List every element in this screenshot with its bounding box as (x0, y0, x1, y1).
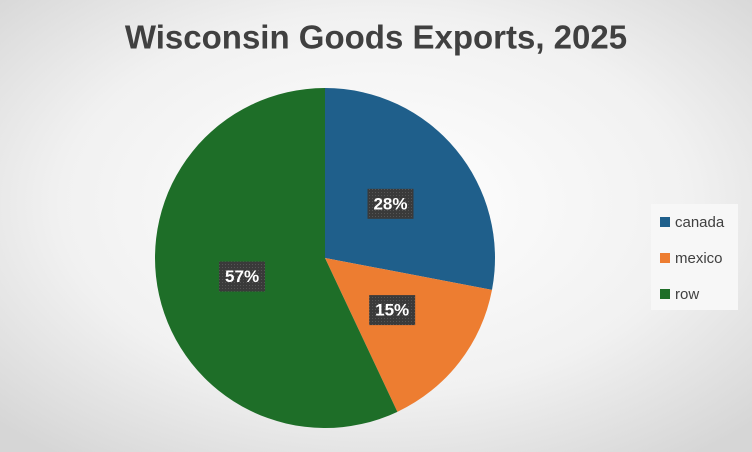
legend-swatch (660, 253, 670, 263)
legend-label: canada (675, 214, 725, 231)
chart-title: Wisconsin Goods Exports, 2025 (125, 19, 627, 56)
data-label-box (219, 261, 266, 292)
data-labels: 28% 15% 57% (219, 188, 416, 326)
legend: canada mexico row (660, 214, 725, 303)
pie (154, 88, 495, 428)
data-label-box (367, 188, 414, 219)
data-label: 57% (225, 267, 259, 286)
legend-swatch (660, 289, 670, 299)
legend-label: mexico (675, 250, 723, 267)
legend-swatch (660, 217, 670, 227)
legend-label: row (675, 286, 699, 303)
pie-slice (325, 258, 492, 412)
data-label: 15% (375, 301, 409, 320)
data-label: 28% (373, 194, 407, 213)
pie-slice (154, 88, 398, 428)
data-label-box (369, 295, 416, 326)
